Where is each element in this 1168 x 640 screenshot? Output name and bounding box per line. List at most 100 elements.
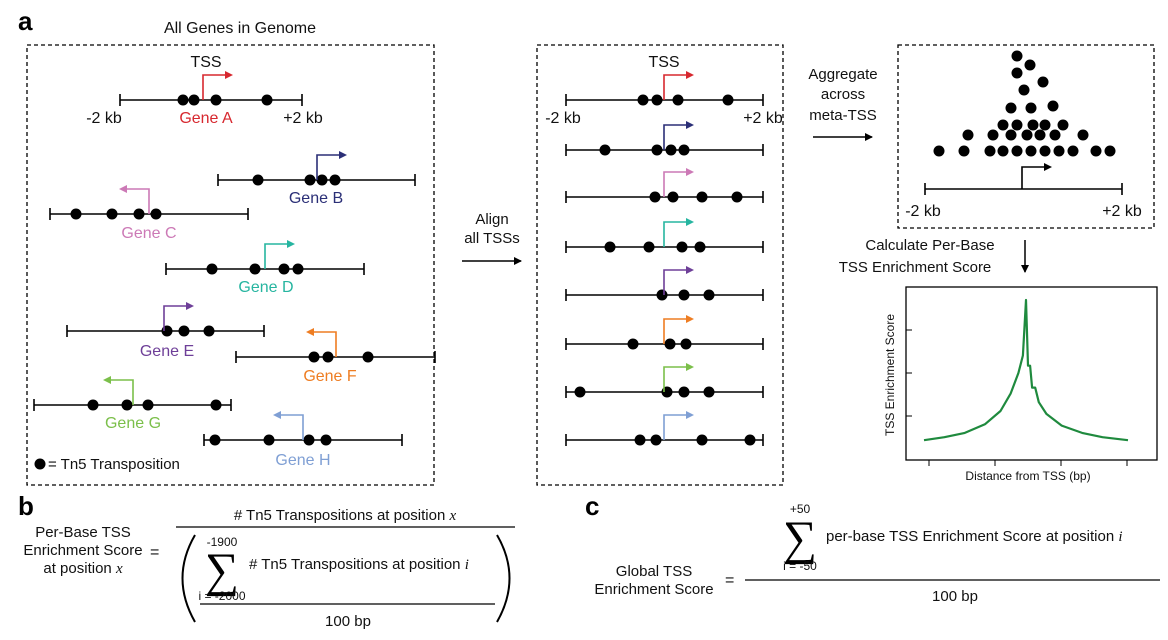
- formula-b-equals: =: [150, 544, 159, 561]
- meta-right-tick-label: +2 kb: [1102, 203, 1142, 220]
- aligned-gene-g-insertion-dot: [661, 386, 673, 398]
- aligned-gene-b-tss-arrow: [663, 124, 686, 150]
- aligned-gene-f-insertion-dot: [680, 338, 692, 350]
- plot-ylabel: TSS Enrichment Score: [883, 314, 897, 436]
- aligned-tracks: TSS -2 kb +2 kb: [545, 54, 783, 446]
- calc-label-line2: TSS Enrichment Score: [839, 259, 992, 276]
- gene-f-tss-arrow: [314, 331, 337, 357]
- aligned-gene-b-insertion-dot: [599, 144, 611, 156]
- gene-h-track: Gene H: [203, 411, 403, 469]
- formula-c-denominator: 100 bp: [932, 588, 978, 605]
- gene-h-insertion-dot: [263, 434, 275, 446]
- gene-f-insertion-dot: [308, 351, 320, 363]
- enrichment-plot: [906, 298, 1129, 466]
- formula-b-lhs-line1: Per-Base TSS: [35, 524, 131, 541]
- aligned-gene-e-tss-arrowhead: [686, 266, 694, 274]
- gene-b-insertion-dot: [329, 174, 341, 186]
- aligned-gene-d-tss-arrowhead: [686, 218, 694, 226]
- aligned-gene-c-insertion-dot: [649, 191, 661, 203]
- gene-c-label: Gene C: [121, 225, 176, 242]
- meta-insertion-dot: [1057, 119, 1069, 131]
- formula-b-sum-term: # Tn5 Transpositions at position i: [249, 556, 469, 573]
- gene-d-tss-arrowhead: [287, 240, 295, 248]
- align-label-line2: all TSSs: [464, 230, 520, 247]
- meta-insertion-dot: [958, 145, 970, 157]
- aligned-left-tick-label: -2 kb: [545, 110, 581, 127]
- formula-c-sum-upper: +50: [790, 502, 811, 516]
- meta-tss-arrow: [1021, 166, 1044, 189]
- aligned-gene-c-tss-arrowhead: [686, 168, 694, 176]
- gene-c-insertion-dot: [150, 208, 162, 220]
- aligned-gene-a-insertion-dot: [722, 94, 734, 106]
- enrichment-curve: [923, 298, 1129, 442]
- formula-b-left-paren: [181, 534, 196, 623]
- gene-h-tss-arrow: [281, 414, 304, 440]
- meta-insertion-dot: [1104, 145, 1116, 157]
- formula-c-sum-term: per-base TSS Enrichment Score at positio…: [826, 528, 1123, 545]
- formula-b-sum-lower: i = -2000: [198, 589, 245, 603]
- aligned-gene-h-insertion-dot: [634, 434, 646, 446]
- panel-b-letter: b: [18, 491, 34, 521]
- panel-a-letter: a: [18, 6, 33, 36]
- aligned-gene-a-tss-arrow: [663, 74, 686, 100]
- aligned-gene-h-track: [565, 411, 764, 446]
- gene-d-label: Gene D: [238, 279, 293, 296]
- meta-insertion-dot: [1025, 145, 1037, 157]
- meta-insertion-dot: [962, 129, 974, 141]
- calc-label-line1: Calculate Per-Base: [865, 237, 994, 254]
- aligned-gene-e-track: [565, 266, 764, 301]
- formula-b-sum-symbol: ∑: [205, 544, 239, 597]
- formula-c-sum-lower: i = -50: [783, 559, 817, 573]
- gene-g-insertion-dot: [87, 399, 99, 411]
- legend-label: = Tn5 Transposition: [48, 456, 180, 473]
- formula-b-right-paren: [496, 534, 511, 623]
- formula-b-lhs-line2: Enrichment Score: [23, 542, 142, 559]
- gene-g-tss-arrow: [111, 379, 134, 405]
- gene-g-insertion-dot: [121, 399, 133, 411]
- gene-f-tss-arrowhead: [306, 328, 314, 336]
- gene-a-label: Gene A: [179, 110, 233, 127]
- meta-insertion-dot: [1067, 145, 1079, 157]
- aligned-gene-c-track: [565, 168, 764, 203]
- meta-insertion-dot: [933, 145, 945, 157]
- gene-g-insertion-dot: [210, 399, 222, 411]
- aligned-gene-b-tss-arrowhead: [686, 121, 694, 129]
- aligned-gene-d-track: [565, 218, 764, 253]
- gene-a-insertion-dot: [177, 94, 189, 106]
- meta-tss-dots: -2 kb +2 kb: [905, 50, 1142, 220]
- gene-e-track: Gene E: [66, 302, 265, 360]
- gene-h-tss-arrowhead: [273, 411, 281, 419]
- aligned-gene-a-insertion-dot: [651, 94, 663, 106]
- genome-box-title: All Genes in Genome: [164, 20, 316, 37]
- meta-insertion-dot: [1021, 129, 1033, 141]
- gene-e-insertion-dot: [178, 325, 190, 337]
- aligned-tss-label: TSS: [648, 54, 679, 71]
- gene-e-tss-arrow: [163, 305, 186, 331]
- aligned-gene-f-tss-arrow: [663, 318, 686, 344]
- aligned-gene-b-insertion-dot: [678, 144, 690, 156]
- meta-insertion-dot: [1011, 119, 1023, 131]
- aligned-gene-b-track: [565, 121, 764, 156]
- gene-a-insertion-dot: [261, 94, 273, 106]
- aligned-gene-h-insertion-dot: [696, 434, 708, 446]
- gene-h-insertion-dot: [303, 434, 315, 446]
- meta-insertion-dot: [1049, 129, 1061, 141]
- genome-right-tick-label: +2 kb: [283, 110, 323, 127]
- aligned-gene-g-tss-arrow: [663, 366, 686, 392]
- aligned-gene-c-insertion-dot: [667, 191, 679, 203]
- aligned-gene-g-tss-arrowhead: [686, 363, 694, 371]
- meta-insertion-dot: [1053, 145, 1065, 157]
- gene-g-track: Gene G: [33, 376, 232, 432]
- gene-b-label: Gene B: [289, 190, 343, 207]
- meta-insertion-dot: [1024, 59, 1036, 71]
- gene-tracks: Gene A Gene B Gene C Gene D Gene E Gene F Gene…: [33, 54, 436, 469]
- aligned-gene-b-insertion-dot: [665, 144, 677, 156]
- aligned-gene-c-insertion-dot: [731, 191, 743, 203]
- formula-c-lhs-line1: Global TSS: [616, 563, 692, 580]
- aligned-gene-b-insertion-dot: [651, 144, 663, 156]
- meta-insertion-dot: [1005, 102, 1017, 114]
- aligned-gene-d-insertion-dot: [643, 241, 655, 253]
- gene-g-tss-arrowhead: [103, 376, 111, 384]
- formula-b-lhs-line3: at position x: [43, 560, 123, 577]
